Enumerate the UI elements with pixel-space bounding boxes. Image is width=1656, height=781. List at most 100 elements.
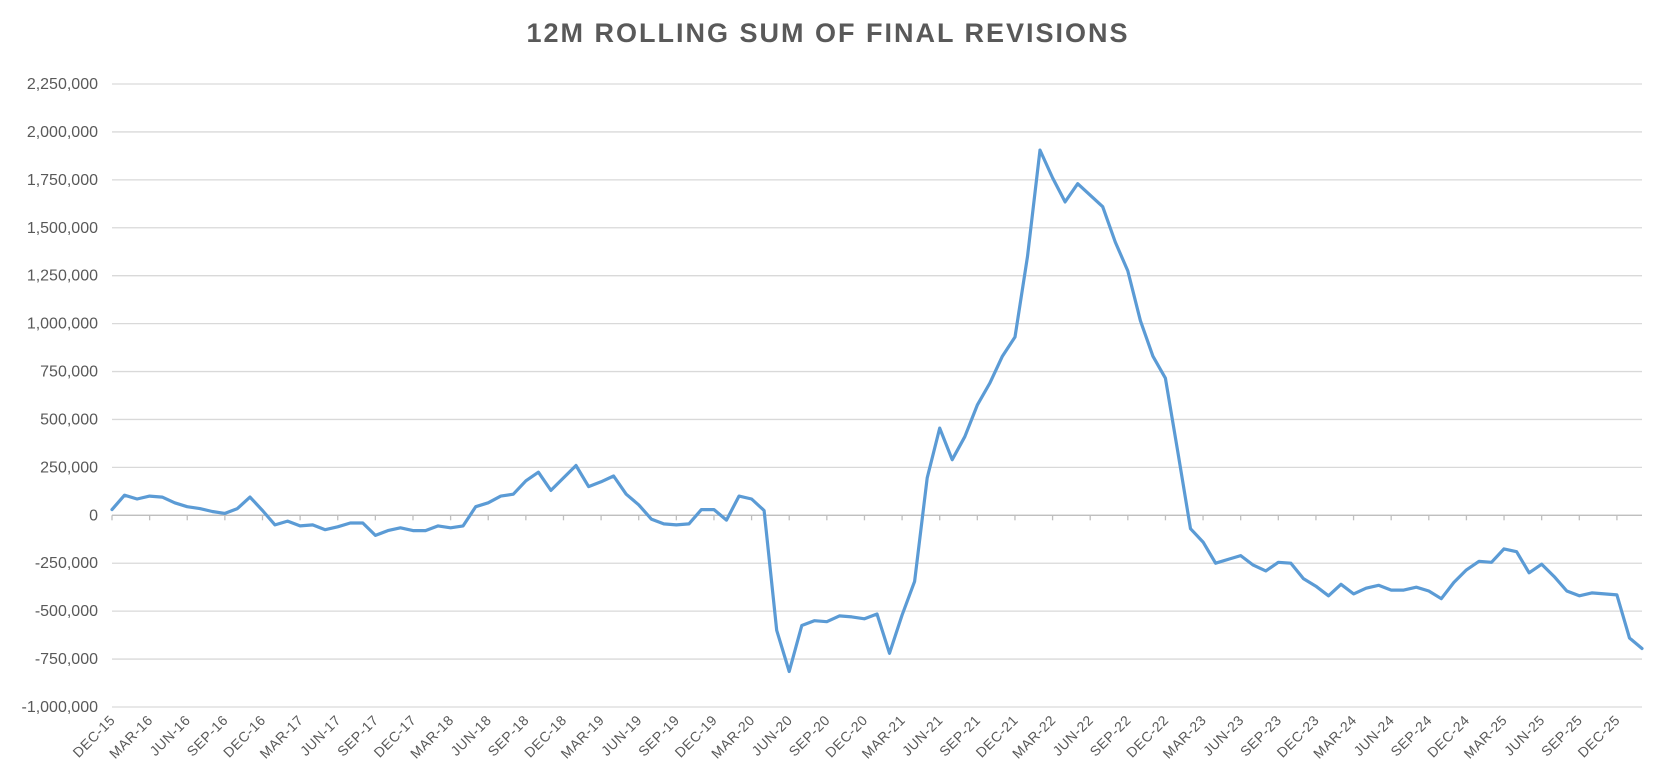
data-point [574, 463, 578, 467]
data-point [474, 505, 478, 509]
data-point [1326, 594, 1330, 598]
data-point [1402, 588, 1406, 592]
y-tick-label: -1,000,000 [21, 699, 98, 716]
data-point [398, 526, 402, 530]
data-point [210, 509, 214, 513]
y-axis-tick-labels: 2,250,000 2,000,000 1,750,000 1,500,000 1,25… [21, 76, 98, 716]
data-point [1063, 200, 1067, 204]
data-point [712, 508, 716, 512]
data-point [837, 614, 841, 618]
y-tick-label: 1,750,000 [27, 172, 98, 189]
data-point [361, 521, 365, 525]
data-point [1276, 560, 1280, 564]
y-tick-label: 500,000 [40, 411, 98, 428]
data-point [875, 612, 879, 616]
data-point [223, 511, 227, 515]
data-point [323, 528, 327, 532]
data-point [1013, 335, 1017, 339]
series-layer [110, 148, 1644, 674]
y-tick-label: -500,000 [35, 603, 98, 620]
data-point [1627, 636, 1631, 640]
data-point [424, 529, 428, 533]
data-point [1615, 593, 1619, 597]
data-point [599, 480, 603, 484]
data-point [662, 522, 666, 526]
y-tick-label: 1,500,000 [27, 220, 98, 237]
data-point [1640, 647, 1644, 651]
data-point [624, 492, 628, 496]
data-point [1101, 205, 1105, 209]
data-point [286, 519, 290, 523]
data-point [1126, 269, 1130, 273]
data-point [637, 503, 641, 507]
data-point [1502, 547, 1506, 551]
x-axis [111, 514, 1642, 521]
data-point [348, 521, 352, 525]
data-point [1289, 561, 1293, 565]
chart-title: 12M ROLLING SUM OF FINAL REVISIONS [526, 18, 1130, 48]
data-point [975, 403, 979, 407]
data-point [524, 479, 528, 483]
data-point [649, 517, 653, 521]
data-point [1088, 193, 1092, 197]
y-tick-label: 1,000,000 [27, 316, 98, 333]
data-point [1439, 597, 1443, 601]
data-point [336, 525, 340, 529]
data-point [862, 617, 866, 621]
data-point [1301, 577, 1305, 581]
data-point [248, 495, 252, 499]
data-point [1239, 554, 1243, 558]
data-point [1490, 560, 1494, 564]
data-point [1189, 527, 1193, 531]
data-point [1025, 255, 1029, 259]
data-point [1414, 585, 1418, 589]
data-point [298, 524, 302, 528]
data-point [1364, 586, 1368, 590]
y-tick-label: -250,000 [35, 555, 98, 572]
data-point [511, 492, 515, 496]
data-point [148, 494, 152, 498]
data-point [1076, 182, 1080, 186]
data-point [1000, 354, 1004, 358]
data-point [1151, 354, 1155, 358]
data-point [888, 651, 892, 655]
data-point [1051, 176, 1055, 180]
data-point [1339, 582, 1343, 586]
data-point [123, 493, 127, 497]
data-point [750, 497, 754, 501]
data-point [1138, 319, 1142, 323]
data-point [1477, 559, 1481, 563]
data-point [812, 619, 816, 623]
data-point [110, 508, 114, 512]
data-point [775, 628, 779, 632]
series-line [110, 148, 1644, 674]
x-axis-tick-labels: DEC-15MAR-16JUN-16SEP-16DEC-16MAR-17JUN-… [69, 712, 1623, 762]
data-point [950, 458, 954, 462]
data-point [1377, 583, 1381, 587]
data-point [1527, 571, 1531, 575]
y-tick-label: 2,250,000 [27, 76, 98, 93]
data-point [160, 495, 164, 499]
data-point [561, 476, 565, 480]
data-point [549, 488, 553, 492]
y-tick-label: 0 [89, 507, 98, 524]
data-point [536, 470, 540, 474]
data-point [1515, 550, 1519, 554]
data-point [1163, 376, 1167, 380]
data-point [1226, 557, 1230, 561]
data-point [1176, 451, 1180, 455]
data-point [373, 533, 377, 537]
data-point [725, 518, 729, 522]
data-point [1201, 540, 1205, 544]
data-point [135, 497, 139, 501]
y-tick-label: 2,000,000 [27, 124, 98, 141]
data-point [587, 485, 591, 489]
data-point [988, 381, 992, 385]
data-point [1602, 592, 1606, 596]
data-point [963, 435, 967, 439]
y-tick-label: 250,000 [40, 459, 98, 476]
data-point [787, 670, 791, 674]
data-point [1577, 594, 1581, 598]
data-point [436, 524, 440, 528]
